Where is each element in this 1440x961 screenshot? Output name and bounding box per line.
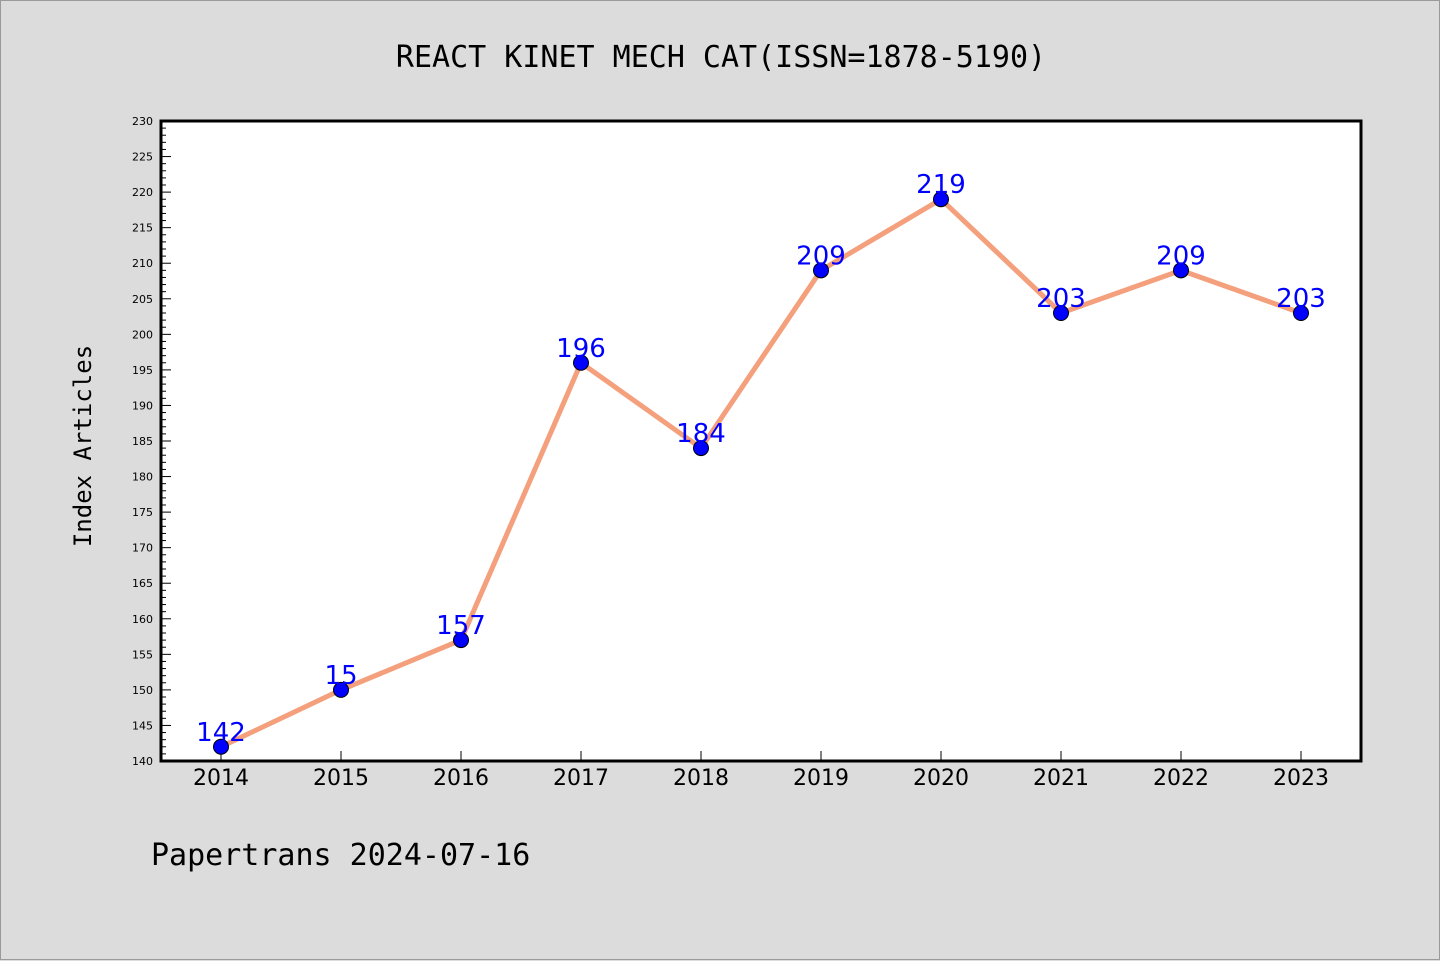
data-point bbox=[1173, 262, 1189, 279]
x-tick-label: 2017 bbox=[553, 766, 609, 791]
x-tick-label: 2019 bbox=[793, 766, 849, 791]
data-point bbox=[573, 354, 589, 371]
y-tick-label: 165 bbox=[132, 577, 153, 590]
y-tick-label: 170 bbox=[132, 542, 153, 555]
y-tick-label: 155 bbox=[132, 648, 153, 661]
y-tick-label: 195 bbox=[132, 364, 153, 377]
series-layer: 142 15 157 196 184 209 219 203 209 203 bbox=[196, 170, 1326, 755]
y-tick-label: 140 bbox=[132, 755, 153, 768]
x-axis-ticks: 2014 2015 2016 2017 2018 2019 2020 2021 2022 2023 bbox=[193, 751, 1329, 791]
x-tick-label: 2021 bbox=[1033, 766, 1089, 791]
y-tick-label: 160 bbox=[132, 613, 153, 626]
data-label: 142 bbox=[196, 718, 246, 748]
data-point bbox=[333, 681, 349, 698]
y-tick-label: 215 bbox=[132, 222, 153, 235]
y-tick-label: 150 bbox=[132, 684, 153, 697]
data-label: 203 bbox=[1036, 284, 1086, 314]
y-tick-label: 145 bbox=[132, 719, 153, 732]
y-tick-label: 190 bbox=[132, 399, 153, 412]
series-line bbox=[218, 196, 1304, 750]
data-label: 209 bbox=[1156, 241, 1206, 271]
x-tick-label: 2015 bbox=[313, 766, 369, 791]
data-label: 15 bbox=[324, 661, 357, 691]
y-tick-label: 225 bbox=[132, 151, 153, 164]
x-tick-label: 2020 bbox=[913, 766, 969, 791]
x-tick-label: 2022 bbox=[1153, 766, 1209, 791]
chart-title: REACT KINET MECH CAT(ISSN=1878-5190) bbox=[396, 40, 1046, 75]
data-label: 184 bbox=[676, 419, 726, 449]
x-tick-label: 2016 bbox=[433, 766, 489, 791]
data-label: 219 bbox=[916, 170, 966, 200]
y-tick-label: 230 bbox=[132, 115, 153, 128]
data-point bbox=[1293, 305, 1309, 321]
x-tick-label: 2014 bbox=[193, 766, 249, 791]
y-tick-label: 180 bbox=[132, 471, 153, 484]
plot-area bbox=[159, 119, 1363, 763]
y-tick-label: 200 bbox=[132, 328, 153, 341]
data-label: 157 bbox=[436, 611, 486, 641]
footer-text: Papertrans 2024-07-16 bbox=[151, 838, 530, 873]
data-label: 203 bbox=[1276, 284, 1326, 314]
data-label: 209 bbox=[796, 241, 846, 271]
data-point bbox=[933, 191, 949, 208]
y-tick-label: 175 bbox=[132, 506, 153, 519]
data-point bbox=[693, 440, 709, 457]
y-axis-label: Index Articles bbox=[69, 345, 97, 547]
y-tick-label: 205 bbox=[132, 293, 153, 306]
x-tick-label: 2023 bbox=[1273, 766, 1329, 791]
data-point bbox=[453, 632, 469, 649]
x-tick-label: 2018 bbox=[673, 766, 729, 791]
y-axis-ticks: 140 145 150 155 160 165 170 175 180 185 190 195 200 2… bbox=[132, 115, 171, 768]
y-tick-label: 210 bbox=[132, 257, 153, 270]
y-tick-label: 185 bbox=[132, 435, 153, 448]
data-point bbox=[1053, 305, 1069, 321]
data-point bbox=[813, 262, 829, 279]
y-tick-label: 220 bbox=[132, 186, 153, 199]
data-label: 196 bbox=[556, 334, 606, 364]
data-point bbox=[213, 738, 229, 755]
